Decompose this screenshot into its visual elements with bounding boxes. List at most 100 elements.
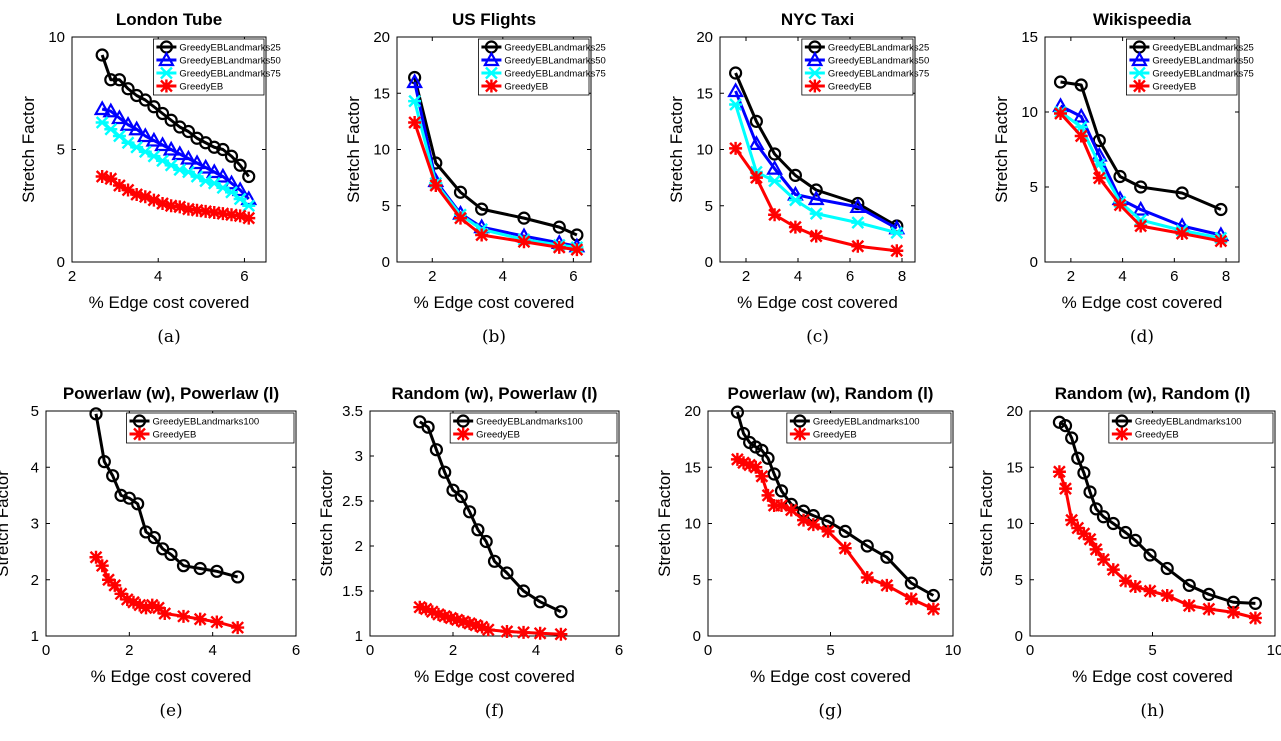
data-point	[139, 601, 153, 615]
data-point	[475, 228, 489, 242]
legend-marker	[483, 51, 500, 67]
data-point	[797, 513, 811, 527]
y-tick-label: 5	[705, 198, 713, 215]
data-point	[890, 244, 904, 258]
data-point	[463, 505, 477, 519]
data-point	[730, 405, 745, 419]
data-point	[431, 607, 445, 621]
chart-panel-1: 2 4 6 0 5 10 London Tube % Edge cost covered Str…	[19, 10, 281, 347]
y-tick-label: 5	[1030, 179, 1038, 196]
data-point	[224, 149, 239, 163]
data-point	[1175, 227, 1189, 240]
series-1	[408, 70, 584, 242]
data-point	[233, 192, 247, 206]
panel-title: US Flights	[452, 10, 536, 29]
legend: GreedyEBLandmarks25 GreedyEBLandmarks50 Gr…	[478, 38, 606, 96]
panel-caption: (b)	[482, 327, 506, 347]
data-point	[171, 145, 189, 161]
data-point	[233, 158, 247, 172]
data-point	[880, 578, 894, 592]
x-axis-label: % Edge cost covered	[414, 667, 575, 686]
data-point	[210, 564, 224, 578]
x-tick-label: 4	[532, 642, 540, 659]
data-point	[419, 602, 433, 616]
y-tick-label: 5	[1015, 572, 1023, 589]
series-line	[418, 420, 562, 614]
y-tick-label: 3	[355, 448, 363, 465]
data-point	[231, 181, 249, 197]
data-point	[95, 116, 109, 129]
panel-title: Random (w), Powerlaw (l)	[392, 384, 598, 403]
data-point	[475, 620, 489, 634]
data-point	[108, 578, 122, 592]
legend-label: GreedyEBLandmarks100	[1135, 417, 1242, 428]
data-point	[851, 196, 865, 211]
data-point	[164, 113, 178, 127]
data-point	[768, 208, 782, 222]
legend-label: GreedyEB	[828, 82, 872, 93]
data-point	[1106, 516, 1120, 531]
data-point	[860, 539, 874, 553]
data-point	[479, 534, 493, 549]
x-tick-label: 6	[292, 642, 300, 659]
x-tick-label: 0	[366, 642, 374, 659]
x-tick-label: 2	[68, 268, 76, 285]
data-point	[102, 102, 120, 118]
data-point	[154, 136, 171, 152]
data-point	[554, 627, 568, 641]
data-point	[554, 605, 568, 619]
data-point	[1052, 465, 1066, 479]
legend-marker	[793, 414, 807, 428]
data-point	[181, 202, 195, 216]
data-point	[761, 451, 775, 465]
series-1	[95, 48, 256, 184]
legend-box	[126, 412, 295, 444]
data-point	[1202, 602, 1216, 616]
data-point	[1118, 525, 1133, 540]
series-1	[413, 415, 568, 619]
data-point	[809, 207, 823, 220]
legend: GreedyEBLandmarks100 GreedyEB	[1108, 412, 1274, 444]
y-axis-label: Stretch Factor	[992, 96, 1011, 203]
data-point	[1160, 589, 1174, 602]
data-point	[1058, 419, 1073, 433]
data-point	[851, 239, 865, 253]
data-point	[533, 595, 547, 609]
legend: GreedyEBLandmarks100 GreedyEB	[449, 412, 618, 444]
data-point	[114, 587, 128, 601]
data-point	[552, 220, 566, 234]
panel-caption: (d)	[1130, 327, 1154, 347]
data-point	[147, 530, 161, 545]
data-point	[158, 607, 172, 620]
data-point	[768, 174, 782, 188]
data-point	[152, 601, 165, 615]
x-axis-label: % Edge cost covered	[91, 667, 252, 686]
data-point	[121, 183, 135, 197]
x-tick-label: 10	[945, 642, 962, 659]
y-tick-label: 20	[1006, 403, 1023, 420]
data-point	[809, 183, 823, 197]
legend-label: GreedyEBLandmarks75	[179, 69, 280, 80]
data-point	[463, 616, 477, 630]
legend-marker	[1132, 66, 1146, 80]
data-point	[207, 206, 221, 219]
y-axis-label: Stretch Factor	[19, 96, 38, 203]
data-point	[475, 202, 489, 216]
legend-marker	[484, 79, 498, 93]
series-line	[1058, 420, 1256, 605]
x-tick-label: 4	[154, 268, 162, 285]
data-point	[104, 172, 118, 186]
x-tick-label: 2	[125, 642, 133, 659]
x-tick-label: 6	[569, 268, 577, 285]
y-tick-label: 5	[57, 142, 65, 159]
legend-label: GreedyEB	[179, 82, 223, 93]
data-point	[197, 158, 215, 174]
y-tick-label: 0	[382, 254, 390, 271]
data-point	[193, 561, 207, 576]
panel-title: NYC Taxi	[781, 10, 854, 29]
data-point	[904, 576, 918, 590]
x-tick-label: 0	[42, 642, 50, 659]
legend-marker	[484, 66, 498, 80]
data-point	[138, 93, 152, 107]
data-point	[133, 598, 147, 612]
